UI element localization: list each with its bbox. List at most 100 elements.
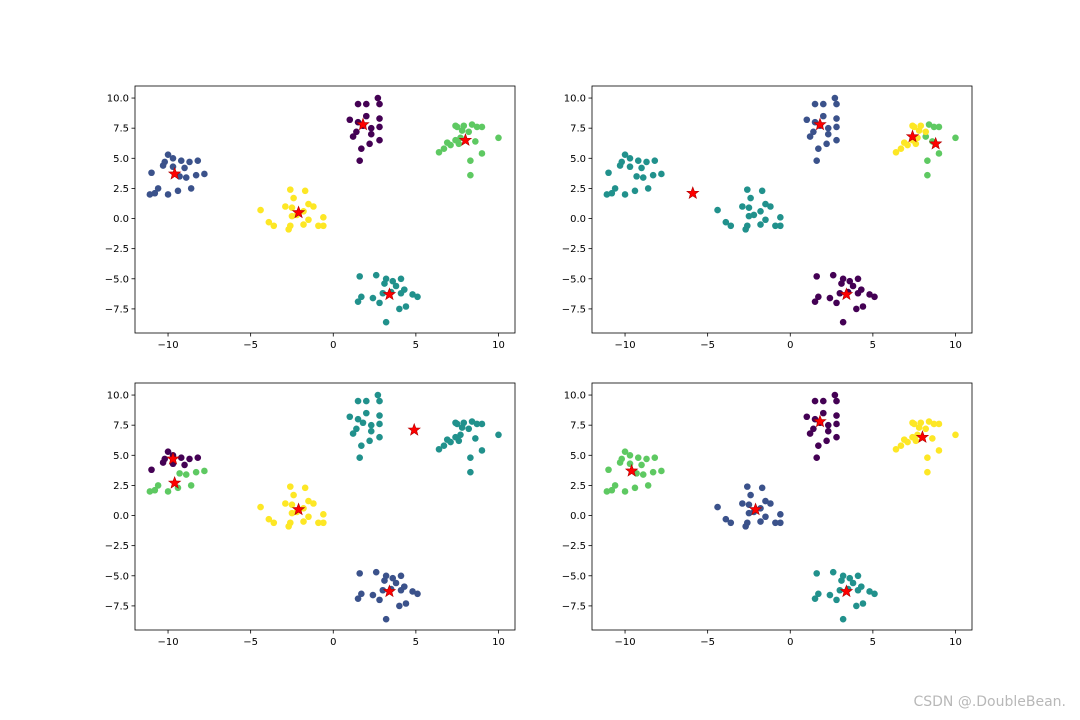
- scatter-point-cluster-4: [151, 486, 159, 494]
- scatter-point-cluster-4: [452, 136, 459, 144]
- scatter-point-cluster-4: [608, 486, 616, 494]
- scatter-point-cluster-5: [290, 491, 297, 499]
- scatter-point-cluster-5: [315, 222, 322, 230]
- scatter-point-cluster-5: [288, 204, 296, 211]
- scatter-point-cluster-1: [803, 413, 811, 421]
- scatter-point-cluster-3: [815, 590, 822, 598]
- scatter-point-cluster-5: [270, 222, 278, 230]
- scatter-point-cluster-1: [826, 294, 834, 302]
- scatter-point-cluster-2: [177, 157, 185, 164]
- scatter-point-cluster-1: [833, 299, 840, 307]
- y-tick-label: 5.0: [570, 451, 586, 462]
- scatter-point-cluster-2: [154, 185, 162, 192]
- axes-frame: [591, 382, 973, 631]
- y-tick-label: 5.0: [570, 154, 586, 165]
- scatter-point-cluster-5: [320, 214, 327, 221]
- scatter-point-cluster-3: [366, 437, 373, 445]
- scatter-point-cluster-4: [605, 466, 612, 474]
- scatter-point-cluster-2: [397, 586, 405, 594]
- y-tick-label: −5.0: [105, 274, 129, 285]
- scatter-point-cluster-3: [376, 299, 383, 307]
- cluster-center-star-icon: [382, 584, 397, 598]
- scatter-point-cluster-4: [164, 488, 172, 495]
- y-tick-label: −7.5: [562, 601, 586, 612]
- scatter-point-cluster-4: [935, 150, 943, 157]
- scatter-point-cluster-2: [397, 572, 405, 580]
- scatter-point-cluster-3: [777, 214, 784, 221]
- scatter-point-cluster-3: [381, 280, 388, 287]
- scatter-point-cluster-3: [722, 218, 730, 226]
- data-points: [146, 391, 502, 623]
- y-tick-label: 7.5: [570, 421, 586, 432]
- scatter-point-cluster-3: [392, 282, 400, 290]
- scatter-point-cluster-4: [621, 448, 629, 455]
- scatter-point-cluster-2: [742, 523, 749, 530]
- scatter-point-cluster-1: [811, 397, 819, 405]
- scatter-point-cluster-5: [909, 433, 916, 441]
- scatter-point-cluster-5: [305, 497, 312, 505]
- scatter-point-cluster-2: [745, 509, 753, 517]
- scatter-point-cluster-4: [447, 141, 454, 149]
- scatter-point-cluster-3: [621, 191, 629, 198]
- x-tick-label: 5: [870, 340, 876, 351]
- scatter-point-cluster-3: [447, 438, 454, 446]
- scatter-point-cluster-3: [379, 289, 387, 297]
- scatter-point-cluster-4: [922, 133, 930, 140]
- y-tick-label: 2.5: [570, 184, 586, 195]
- scatter-point-cluster-2: [186, 158, 193, 166]
- scatter-point-cluster-2: [727, 519, 735, 527]
- scatter-point-cluster-3: [359, 419, 367, 427]
- scatter-point-cluster-5: [935, 447, 943, 454]
- cluster-center-star-icon: [291, 502, 306, 516]
- scatter-point-cluster-2: [354, 595, 362, 602]
- scatter-point-cluster-1: [839, 318, 847, 326]
- scatter-point-cluster-5: [924, 454, 931, 462]
- scatter-point-cluster-1: [838, 280, 845, 287]
- scatter-point-cluster-2: [187, 185, 195, 192]
- scatter-point-cluster-1: [829, 271, 837, 279]
- scatter-point-cluster-1: [833, 420, 840, 428]
- scatter-point-cluster-1: [854, 275, 862, 283]
- cluster-center-star-icon: [686, 186, 700, 199]
- scatter-point-cluster-3: [414, 293, 421, 301]
- scatter-point-cluster-2: [745, 501, 753, 508]
- scatter-point-cluster-3: [762, 200, 769, 208]
- panel-top-right: −10 −5 0 5 10 −7.5 −5.0 −2.5 0.0 2.5 5.0 7.5 10.0: [562, 85, 973, 351]
- scatter-point-cluster-1: [820, 397, 827, 405]
- cluster-center-star-icon: [382, 287, 397, 301]
- scatter-point-cluster-4: [639, 471, 647, 478]
- scatter-point-cluster-2: [174, 187, 182, 195]
- scatter-point-cluster-5: [915, 424, 923, 431]
- scatter-point-cluster-5: [282, 203, 289, 210]
- scatter-point-cluster-3: [853, 602, 860, 610]
- x-tick-label: 10: [949, 637, 962, 648]
- scatter-point-cluster-1: [859, 303, 867, 310]
- scatter-point-cluster-2: [767, 500, 774, 507]
- scatter-point-cluster-1: [820, 409, 827, 417]
- scatter-point-cluster-3: [376, 420, 383, 428]
- scatter-point-cluster-3: [811, 595, 819, 602]
- y-tick-label: −2.5: [562, 244, 586, 255]
- scatter-point-cluster-1: [836, 289, 844, 297]
- scatter-point-cluster-3: [467, 454, 474, 462]
- scatter-point-cluster-3: [626, 154, 634, 162]
- scatter-point-cluster-2: [389, 574, 397, 582]
- y-tick-label: −7.5: [562, 304, 586, 315]
- cluster-center-star-icon: [813, 414, 827, 428]
- cluster-centers: [686, 117, 943, 301]
- scatter-point-cluster-3: [649, 171, 657, 179]
- scatter-point-cluster-2: [772, 519, 779, 527]
- scatter-point-cluster-3: [767, 203, 774, 210]
- scatter-point-cluster-2: [148, 169, 155, 177]
- scatter-point-cluster-3: [376, 412, 383, 419]
- scatter-point-cluster-5: [285, 226, 292, 233]
- scatter-point-cluster-1: [159, 459, 167, 466]
- scatter-point-cluster-4: [146, 488, 154, 495]
- scatter-point-cluster-3: [739, 203, 746, 210]
- scatter-point-cluster-3: [742, 226, 749, 233]
- scatter-point-cluster-1: [813, 273, 820, 280]
- scatter-point-cluster-2: [372, 568, 380, 576]
- cluster-center-star-icon: [167, 166, 182, 180]
- scatter-point-cluster-3: [714, 206, 721, 214]
- scatter-point-cluster-2: [181, 164, 188, 172]
